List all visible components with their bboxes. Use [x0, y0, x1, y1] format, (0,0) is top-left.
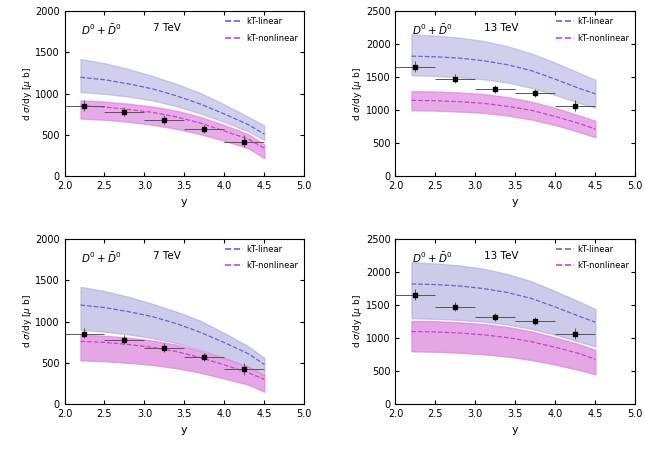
Legend: kT-linear, kT-nonlinear: kT-linear, kT-nonlinear [554, 243, 631, 272]
X-axis label: y: y [181, 197, 188, 207]
Legend: kT-linear, kT-nonlinear: kT-linear, kT-nonlinear [223, 243, 300, 272]
Text: $D^0+\bar{D}^0$: $D^0+\bar{D}^0$ [81, 251, 122, 265]
Text: $D^0+\bar{D}^0$: $D^0+\bar{D}^0$ [81, 23, 122, 37]
Y-axis label: d $\sigma$/dy [$\mu$ b]: d $\sigma$/dy [$\mu$ b] [352, 295, 364, 348]
Y-axis label: d $\sigma$/dy [$\mu$ b]: d $\sigma$/dy [$\mu$ b] [21, 67, 34, 121]
Text: 13 TeV: 13 TeV [484, 23, 519, 33]
Text: $D^0+\bar{D}^0$: $D^0+\bar{D}^0$ [412, 251, 453, 265]
Text: 13 TeV: 13 TeV [484, 251, 519, 260]
Y-axis label: d $\sigma$/dy [$\mu$ b]: d $\sigma$/dy [$\mu$ b] [352, 67, 364, 121]
Text: 7 TeV: 7 TeV [154, 251, 181, 260]
Legend: kT-linear, kT-nonlinear: kT-linear, kT-nonlinear [223, 15, 300, 44]
Legend: kT-linear, kT-nonlinear: kT-linear, kT-nonlinear [554, 15, 631, 44]
Text: 7 TeV: 7 TeV [154, 23, 181, 33]
Text: $D^0+\bar{D}^0$: $D^0+\bar{D}^0$ [412, 23, 453, 37]
X-axis label: y: y [512, 197, 519, 207]
X-axis label: y: y [181, 424, 188, 435]
X-axis label: y: y [512, 424, 519, 435]
Y-axis label: d $\sigma$/dy [$\mu$ b]: d $\sigma$/dy [$\mu$ b] [21, 295, 34, 348]
